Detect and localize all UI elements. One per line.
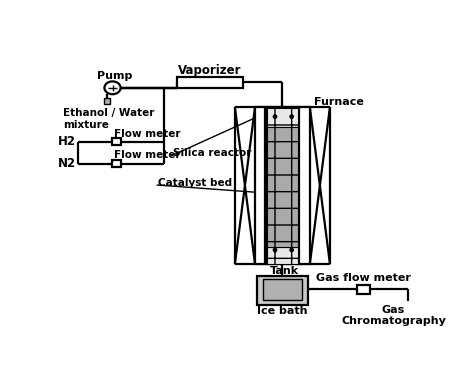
- Bar: [267, 247, 298, 265]
- Bar: [300, 107, 310, 265]
- Text: Gas flow meter: Gas flow meter: [316, 273, 410, 283]
- Bar: [264, 279, 302, 300]
- Bar: [267, 107, 298, 127]
- Bar: [177, 77, 243, 88]
- Text: Pump: Pump: [97, 71, 132, 81]
- Bar: [257, 276, 308, 305]
- Text: Tank: Tank: [270, 266, 299, 276]
- Circle shape: [104, 81, 120, 94]
- Text: Ice bath: Ice bath: [257, 306, 308, 316]
- Text: Silica reactor: Silica reactor: [173, 149, 252, 158]
- Text: H2: H2: [58, 135, 76, 148]
- Text: Furnace: Furnace: [314, 97, 364, 106]
- Bar: [112, 160, 120, 167]
- Bar: [104, 98, 110, 105]
- Bar: [255, 107, 265, 265]
- Bar: [267, 107, 298, 265]
- Text: Gas
Chromatography: Gas Chromatography: [341, 305, 446, 326]
- Text: Ethanol / Water
mixture: Ethanol / Water mixture: [63, 108, 155, 130]
- Text: Vaporizer: Vaporizer: [178, 64, 242, 77]
- Bar: [357, 285, 370, 293]
- Text: Flow meter: Flow meter: [114, 150, 181, 160]
- Bar: [112, 138, 120, 145]
- Text: Catalyst bed: Catalyst bed: [158, 178, 233, 188]
- Text: Flow meter: Flow meter: [114, 128, 181, 139]
- Bar: [267, 127, 298, 247]
- Text: N2: N2: [58, 157, 76, 170]
